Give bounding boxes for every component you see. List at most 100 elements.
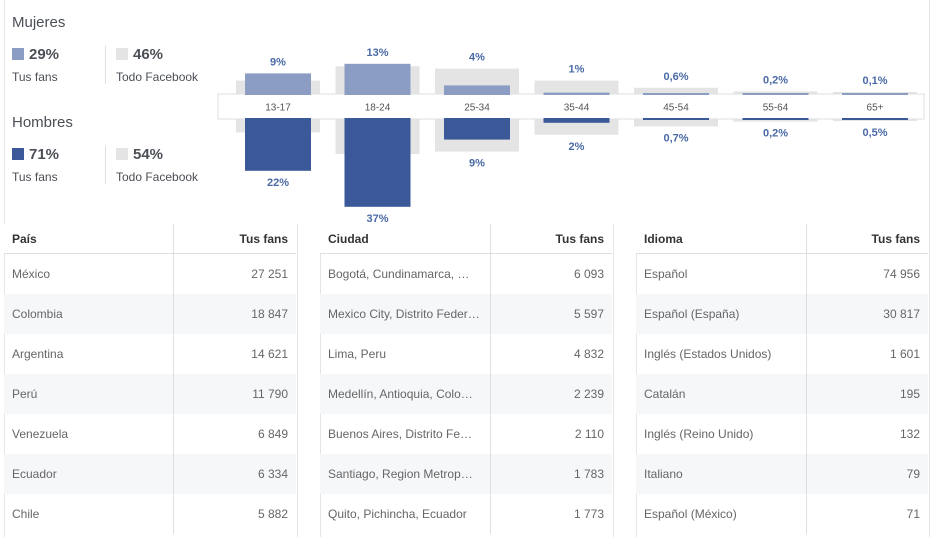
fans-count-cell: 14 621 xyxy=(251,347,288,361)
country-name-cell: México xyxy=(4,253,175,294)
fans-count-cell: 1 601 xyxy=(889,347,920,361)
divider xyxy=(105,146,106,184)
country-name-cell: Colombia xyxy=(4,294,175,334)
men-title: Hombres xyxy=(12,114,73,131)
men-fb-pct: 54% xyxy=(133,146,164,163)
men-fans-label: Tus fans xyxy=(12,170,58,184)
country-column-header[interactable]: País xyxy=(4,224,175,254)
men-value-label: 2% xyxy=(569,141,585,153)
women-fb-label: Todo Facebook xyxy=(116,70,199,84)
table-header-row: Idioma Tus fans xyxy=(636,224,928,254)
fans-count-cell: 2 239 xyxy=(490,374,612,414)
men-value-label: 0,7% xyxy=(663,132,688,144)
women-fb-swatch xyxy=(116,48,128,60)
fans-count-cell: 27 251 xyxy=(251,267,288,281)
table-header-row: País Tus fans xyxy=(4,224,296,254)
table-row: Perú 11 790 xyxy=(4,374,296,414)
table-header-row: Ciudad Tus fans xyxy=(320,224,612,254)
table-row: Argentina 14 621 xyxy=(4,334,296,374)
fans-count-cell: 18 847 xyxy=(173,294,296,334)
language-column-header[interactable]: Idioma xyxy=(636,224,807,254)
fans-count-cell: 132 xyxy=(899,427,920,441)
women-fans-bar xyxy=(543,92,610,95)
country-table: País Tus fans México 27 251 Colombia 18 847 Ar… xyxy=(4,224,296,534)
women-fans-bar xyxy=(742,93,809,95)
age-tick-label: 55-64 xyxy=(763,103,789,114)
men-value-label: 0,5% xyxy=(862,127,887,139)
women-fans-bar xyxy=(245,73,311,95)
fans-count-cell: 1 773 xyxy=(573,507,604,521)
country-name-cell: Venezuela xyxy=(4,414,175,454)
city-name-cell: Buenos Aires, Distrito Fe… xyxy=(320,414,491,454)
men-fans-bar xyxy=(842,118,908,120)
table-row: Español 74 956 xyxy=(636,253,928,294)
women-fb-pct: 46% xyxy=(133,46,164,63)
country-name-cell: Ecuador xyxy=(4,454,175,494)
table-row: Inglés (Reino Unido) 132 xyxy=(636,414,928,454)
fans-count-cell: 1 783 xyxy=(490,454,612,494)
city-column-header[interactable]: Ciudad xyxy=(320,224,491,254)
women-fans-bar xyxy=(643,93,709,95)
men-value-label: 22% xyxy=(267,177,289,189)
table-row: Ecuador 6 334 xyxy=(4,454,296,494)
fans-count-cell: 4 832 xyxy=(573,347,604,361)
men-fans-bar xyxy=(245,118,311,171)
fans-count-cell: 195 xyxy=(806,374,928,414)
facebook-men-bar xyxy=(634,118,718,127)
table-row: Buenos Aires, Distrito Fe… 2 110 xyxy=(320,414,612,454)
language-column-header[interactable]: Tus fans xyxy=(806,224,928,254)
table-row: Chile 5 882 xyxy=(4,494,296,534)
table-row: Mexico City, Distrito Feder… 5 597 xyxy=(320,294,612,334)
city-column-header[interactable]: Tus fans xyxy=(490,224,612,254)
country-column-header[interactable]: Tus fans xyxy=(173,224,296,254)
fans-count-cell: 74 956 xyxy=(883,267,920,281)
fans-count-cell: 5 882 xyxy=(257,507,288,521)
city-name-cell: Lima, Peru xyxy=(320,334,491,374)
language-table: Idioma Tus fans Español 74 956 Español (Espa… xyxy=(636,224,928,534)
age-tick-label: 65+ xyxy=(867,103,884,114)
women-fb-stat: 46% xyxy=(116,46,163,63)
age-tick-label: 18-24 xyxy=(365,103,391,114)
age-gender-chart: 9% 22% 13-17 13% 37% 18-24 4% 9% 25-34 1% 2% 35-44 0… xyxy=(217,47,925,224)
men-fans-bar xyxy=(444,118,510,140)
fans-count-cell: 6 093 xyxy=(573,267,604,281)
fans-count-cell: 5 597 xyxy=(490,294,612,334)
table-row: Lima, Peru 4 832 xyxy=(320,334,612,374)
men-fans-bar xyxy=(643,118,709,120)
women-value-label: 0,1% xyxy=(862,75,887,87)
table-row: Catalán 195 xyxy=(636,374,928,414)
city-name-cell: Santiago, Region Metrop… xyxy=(320,454,491,494)
language-name-cell: Español (España) xyxy=(636,294,807,334)
women-fans-swatch xyxy=(12,48,24,60)
table-row: México 27 251 xyxy=(4,253,296,294)
men-value-label: 9% xyxy=(469,158,485,170)
language-name-cell: Italiano xyxy=(636,454,807,494)
table-row: Bogotá, Cundinamarca, … 6 093 xyxy=(320,253,612,294)
fans-count-cell: 30 817 xyxy=(806,294,928,334)
table-row: Italiano 79 xyxy=(636,454,928,494)
women-fans-bar xyxy=(444,85,510,95)
women-fans-bar xyxy=(344,63,411,95)
fans-count-cell: 6 334 xyxy=(173,454,296,494)
age-tick-label: 25-34 xyxy=(464,103,490,114)
table-row: Santiago, Region Metrop… 1 783 xyxy=(320,454,612,494)
fans-count-cell: 79 xyxy=(806,454,928,494)
country-name-cell: Perú xyxy=(4,374,175,414)
men-fb-swatch xyxy=(116,148,128,160)
women-value-label: 9% xyxy=(270,56,286,68)
city-name-cell: Medellín, Antioquia, Colo… xyxy=(320,374,491,414)
city-table: Ciudad Tus fans Bogotá, Cundinamarca, … 6 0… xyxy=(320,224,612,534)
women-title: Mujeres xyxy=(12,14,66,31)
fans-count-cell: 71 xyxy=(906,507,920,521)
table-row: Español (México) 71 xyxy=(636,494,928,534)
country-name-cell: Argentina xyxy=(4,334,175,374)
women-fans-label: Tus fans xyxy=(12,70,58,84)
language-name-cell: Español (México) xyxy=(636,494,807,534)
women-fans-stat: 29% xyxy=(12,46,59,63)
language-name-cell: Español xyxy=(636,253,807,294)
men-value-label: 0,2% xyxy=(763,128,788,140)
table-row: Español (España) 30 817 xyxy=(636,294,928,334)
fans-count-cell: 11 790 xyxy=(173,374,296,414)
facebook-women-bar xyxy=(634,87,718,95)
women-value-label: 4% xyxy=(469,52,485,64)
